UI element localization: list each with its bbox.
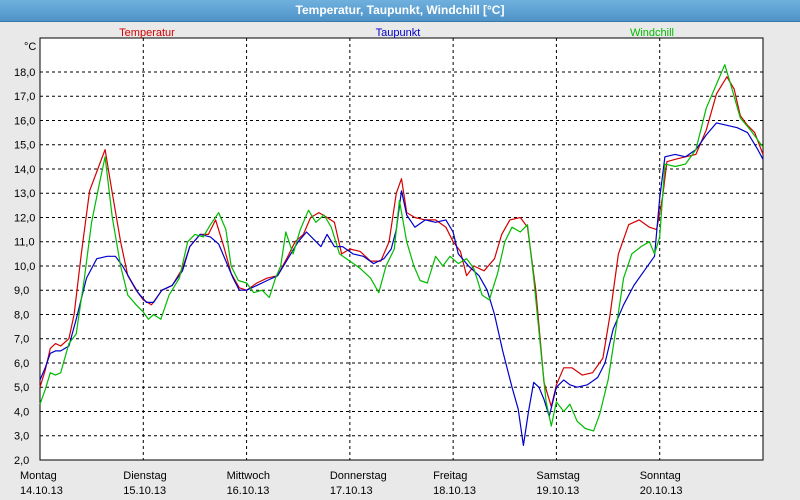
x-tick-date: 14.10.13 <box>20 485 63 497</box>
y-tick-label: 12,0 <box>14 212 35 224</box>
window-title: Temperatur, Taupunkt, Windchill [°C] <box>0 0 800 22</box>
y-tick-label: 7,0 <box>14 334 29 346</box>
y-tick-label: 10,0 <box>14 261 35 273</box>
y-tick-label: 6,0 <box>14 358 29 370</box>
x-tick-day: Sonntag <box>640 470 681 482</box>
y-axis-unit: °C <box>24 41 36 53</box>
y-tick-label: 5,0 <box>14 382 29 394</box>
y-tick-label: 2,0 <box>14 455 29 467</box>
y-tick-label: 17,0 <box>14 91 35 103</box>
y-tick-label: 16,0 <box>14 115 35 127</box>
x-tick-date: 16.10.13 <box>227 485 270 497</box>
legend-windchill: Windchill <box>630 27 674 39</box>
x-tick-day: Donnerstag <box>330 470 387 482</box>
x-tick-day: Freitag <box>433 470 467 482</box>
x-tick-day: Samstag <box>536 470 579 482</box>
x-tick-day: Dienstag <box>123 470 166 482</box>
y-tick-label: 8,0 <box>14 309 29 321</box>
series-line-windchill <box>39 64 764 432</box>
y-tick-label: 13,0 <box>14 188 35 200</box>
y-tick-label: 4,0 <box>14 406 29 418</box>
legend-temperatur: Temperatur <box>119 27 175 39</box>
y-tick-label: 9,0 <box>14 285 29 297</box>
series-line-taupunkt <box>39 122 764 446</box>
y-tick-label: 15,0 <box>14 140 35 152</box>
x-tick-date: 19.10.13 <box>536 485 579 497</box>
y-tick-label: 18,0 <box>14 67 35 79</box>
x-tick-date: 17.10.13 <box>330 485 373 497</box>
y-tick-label: 3,0 <box>14 431 29 443</box>
plot-area <box>40 38 763 460</box>
y-tick-label: 14,0 <box>14 164 35 176</box>
x-tick-date: 18.10.13 <box>433 485 476 497</box>
x-tick-day: Mittwoch <box>227 470 270 482</box>
x-tick-date: 20.10.13 <box>640 485 683 497</box>
legend-taupunkt: Taupunkt <box>376 27 421 39</box>
plot-frame <box>39 37 764 461</box>
x-tick-day: Montag <box>20 470 57 482</box>
x-tick-date: 15.10.13 <box>123 485 166 497</box>
y-tick-label: 11,0 <box>14 237 35 249</box>
